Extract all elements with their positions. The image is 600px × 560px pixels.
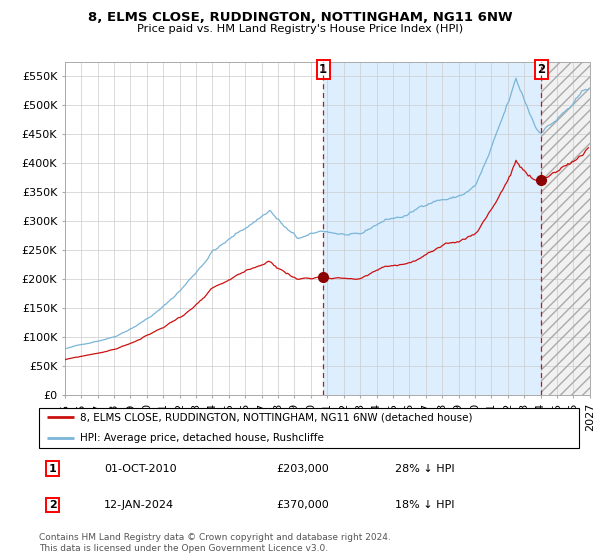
Text: 8, ELMS CLOSE, RUDDINGTON, NOTTINGHAM, NG11 6NW: 8, ELMS CLOSE, RUDDINGTON, NOTTINGHAM, N… <box>88 11 512 24</box>
Text: 12-JAN-2024: 12-JAN-2024 <box>104 500 174 510</box>
Text: 2: 2 <box>537 63 545 76</box>
Text: 28% ↓ HPI: 28% ↓ HPI <box>395 464 455 474</box>
Text: 01-OCT-2010: 01-OCT-2010 <box>104 464 176 474</box>
Text: 1: 1 <box>319 63 327 76</box>
Text: 2: 2 <box>49 500 56 510</box>
Text: HPI: Average price, detached house, Rushcliffe: HPI: Average price, detached house, Rush… <box>79 432 323 442</box>
FancyBboxPatch shape <box>39 408 579 448</box>
Text: 1: 1 <box>49 464 56 474</box>
Text: 18% ↓ HPI: 18% ↓ HPI <box>395 500 455 510</box>
Text: £370,000: £370,000 <box>277 500 329 510</box>
Text: Contains HM Land Registry data © Crown copyright and database right 2024.
This d: Contains HM Land Registry data © Crown c… <box>39 533 391 553</box>
Bar <box>541 62 590 395</box>
Text: Price paid vs. HM Land Registry's House Price Index (HPI): Price paid vs. HM Land Registry's House … <box>137 24 463 34</box>
Bar <box>323 62 541 395</box>
Bar <box>541 62 590 395</box>
Text: £203,000: £203,000 <box>277 464 329 474</box>
Bar <box>65 62 590 395</box>
Text: 8, ELMS CLOSE, RUDDINGTON, NOTTINGHAM, NG11 6NW (detached house): 8, ELMS CLOSE, RUDDINGTON, NOTTINGHAM, N… <box>79 412 472 422</box>
